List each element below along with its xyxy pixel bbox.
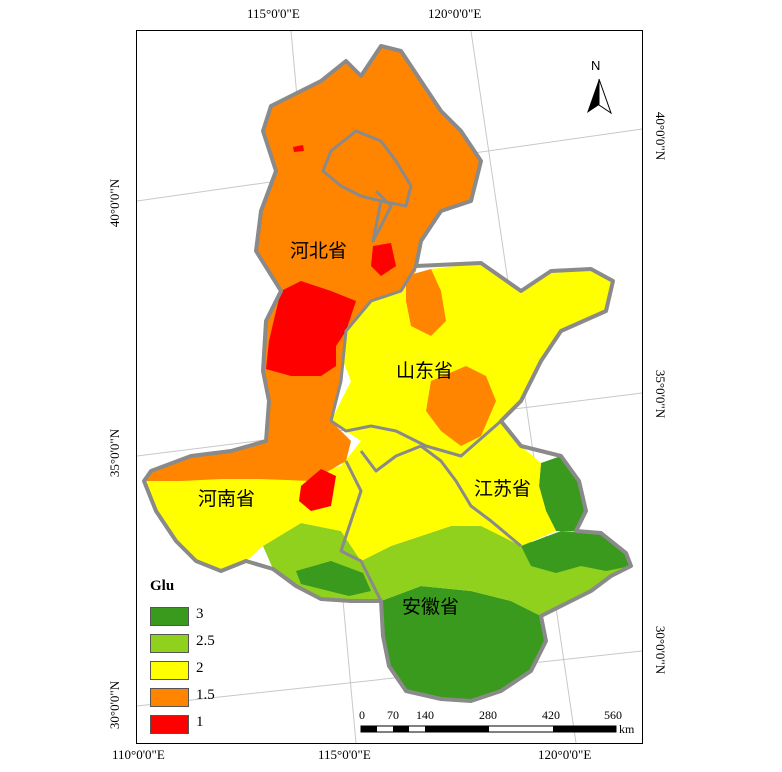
scale-label-0: 0 (359, 708, 365, 722)
scale-label-70: 70 (387, 708, 399, 722)
legend-label: 2 (196, 660, 204, 676)
region-yellow-band (144, 263, 613, 571)
region-henan-south-patch (296, 561, 371, 596)
lat-label-left-30: 30°0'0"N (107, 680, 122, 730)
border-hebei-shandong (329, 265, 418, 422)
province-label-shandong: 山东省 (396, 360, 454, 382)
lon-label-top-115: 115°0'0"E (247, 6, 300, 21)
region-shandong-orange-2 (426, 366, 496, 446)
scale-label-560: 560 (604, 708, 622, 722)
region-red-3 (299, 469, 336, 511)
scale-unit: km (619, 722, 635, 736)
legend-swatch (150, 688, 189, 707)
legend-label: 1 (196, 714, 204, 730)
north-label: N (591, 58, 601, 73)
region-orange-main (144, 46, 481, 481)
legend-title: Glu (150, 578, 175, 594)
legend-label: 1.5 (196, 687, 215, 703)
border-tianjin (371, 189, 393, 243)
legend-label: 2.5 (196, 633, 215, 649)
lat-label-right-30: 30°0'0"N (653, 625, 668, 675)
region-jiangsu-east (521, 531, 631, 573)
lat-label-left-40: 40°0'0"N (107, 178, 122, 228)
border-henan-shandong (330, 419, 502, 458)
border-henan-jiangsu (359, 444, 422, 473)
province-label-anhui: 安徽省 (402, 596, 460, 618)
north-arrow-icon (587, 78, 612, 115)
region-red-2 (371, 243, 396, 276)
border-beijing (321, 129, 413, 208)
scale-label-140: 140 (416, 708, 434, 722)
map-frame (136, 30, 643, 744)
region-red-1 (266, 281, 356, 376)
scale-bar (360, 725, 617, 733)
legend-swatch (150, 661, 189, 680)
region-red-4 (293, 145, 304, 152)
province-label-hebei: 河北省 (290, 240, 348, 262)
scale-label-420: 420 (542, 708, 560, 722)
lon-label-bottom-110: 110°0'0"E (112, 747, 165, 762)
border-henan-anhui (339, 460, 383, 602)
lat-label-left-35: 35°0'0"N (107, 428, 122, 478)
province-borders (321, 129, 522, 602)
scale-label-280: 280 (479, 708, 497, 722)
legend-label: 3 (196, 606, 204, 622)
lat-label-right-35: 35°0'0"N (653, 369, 668, 419)
region-shandong-orange-1 (406, 269, 446, 336)
lon-label-bottom-115: 115°0'0"E (318, 747, 371, 762)
legend-swatch (150, 607, 189, 626)
legend-swatch (150, 715, 189, 734)
legend-swatch (150, 634, 189, 653)
lon-label-bottom-120: 120°0'0"E (538, 747, 592, 762)
map-canvas (137, 31, 642, 743)
study-area-outline (142, 44, 633, 703)
lon-label-top-120: 120°0'0"E (428, 6, 482, 21)
province-label-jiangsu: 江苏省 (474, 478, 532, 500)
province-label-henan: 河南省 (198, 488, 256, 510)
lat-label-right-40: 40°0'0"N (653, 111, 668, 161)
region-anhui-south (381, 586, 546, 701)
graticule-30n (137, 650, 642, 707)
border-jiangsu-anhui (420, 444, 522, 548)
